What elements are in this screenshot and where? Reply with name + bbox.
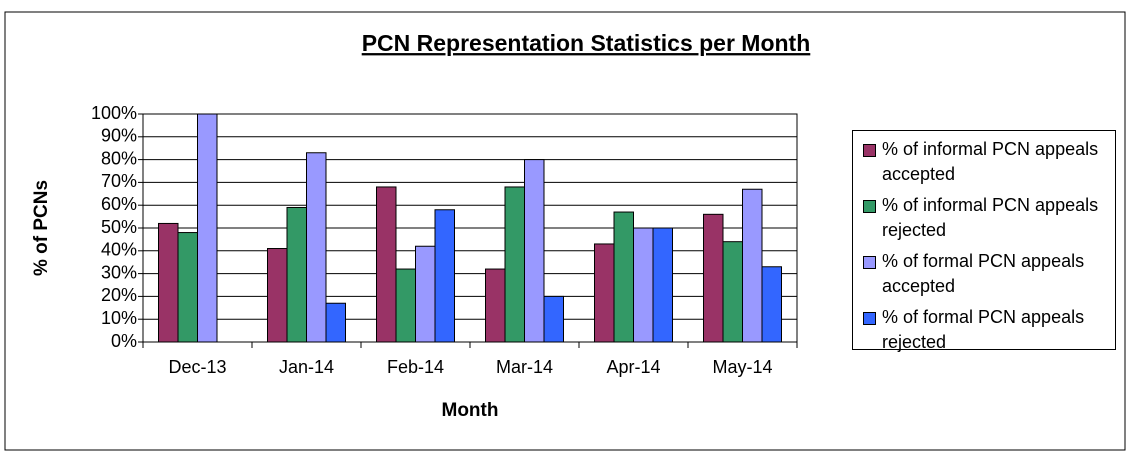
y-axis-label: % of PCNs: [31, 180, 52, 276]
bar: [325, 302, 346, 343]
legend-label: % of informal PCN appeals accepted: [882, 139, 1099, 184]
legend-item: % of informal PCN appeals accepted: [863, 137, 1107, 187]
y-tick-label: 50%: [101, 217, 137, 237]
bar: [613, 211, 634, 343]
bar: [742, 188, 763, 343]
bar: [286, 206, 307, 343]
x-axis-label: Month: [442, 400, 499, 421]
bar: [395, 268, 416, 343]
legend-swatch: [863, 256, 876, 269]
legend-item: % of formal PCN appeals accepted: [863, 249, 1107, 299]
legend: % of informal PCN appeals accepted % of i…: [852, 130, 1116, 352]
bar: [722, 241, 743, 343]
x-tick-label: Dec-13: [168, 357, 226, 377]
bar: [158, 222, 179, 343]
x-tick-label: Apr-14: [606, 357, 660, 377]
x-tick-label: Feb-14: [387, 357, 444, 377]
bar: [376, 186, 397, 343]
bar: [306, 152, 327, 343]
bar: [197, 113, 218, 343]
y-tick-label: 0%: [111, 331, 137, 351]
x-tick-label: Mar-14: [496, 357, 553, 377]
x-tick-label: Jan-14: [279, 357, 334, 377]
legend-swatch: [863, 200, 876, 213]
y-tick-label: 10%: [101, 308, 137, 328]
bar: [543, 295, 564, 343]
legend-label: % of formal PCN appeals rejected: [882, 307, 1085, 352]
y-tick-label: 30%: [101, 262, 137, 282]
bar: [652, 227, 673, 343]
bar: [633, 227, 654, 343]
bar: [485, 268, 506, 343]
y-tick-label: 70%: [101, 171, 137, 191]
bar: [434, 209, 455, 343]
legend-item: % of informal PCN appeals rejected: [863, 193, 1107, 243]
legend-swatch: [863, 144, 876, 157]
legend-swatch: [863, 312, 876, 325]
legend-label: % of formal PCN appeals accepted: [882, 251, 1085, 296]
y-tick-label: 20%: [101, 285, 137, 305]
legend-label: % of informal PCN appeals rejected: [882, 195, 1099, 240]
bar: [761, 266, 782, 343]
y-tick-label: 90%: [101, 126, 137, 146]
bar: [267, 248, 288, 343]
bar: [524, 159, 545, 343]
y-tick-label: 80%: [101, 148, 137, 168]
y-tick-label: 40%: [101, 240, 137, 260]
bar: [415, 245, 436, 343]
x-tick-label: May-14: [712, 357, 772, 377]
bar: [504, 186, 525, 343]
y-tick-label: 60%: [101, 194, 137, 214]
legend-item: % of formal PCN appeals rejected: [863, 305, 1107, 355]
bar: [177, 232, 198, 343]
chart-title: PCN Representation Statistics per Month: [362, 30, 811, 56]
y-tick-label: 100%: [91, 103, 137, 123]
bar: [703, 213, 724, 343]
bar: [594, 243, 615, 343]
